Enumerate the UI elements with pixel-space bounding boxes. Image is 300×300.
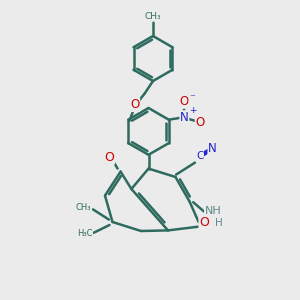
Text: O: O	[179, 95, 188, 108]
Text: CH₃: CH₃	[76, 202, 92, 211]
Text: H₃C: H₃C	[77, 230, 92, 238]
Text: C: C	[196, 151, 203, 161]
Text: N: N	[180, 111, 189, 124]
Text: ⁻: ⁻	[189, 94, 195, 104]
Text: H: H	[215, 218, 223, 228]
Text: O: O	[195, 116, 205, 129]
Text: N: N	[208, 142, 217, 155]
Text: O: O	[130, 98, 140, 112]
Text: O: O	[199, 216, 209, 229]
Text: NH: NH	[205, 206, 221, 217]
Text: +: +	[189, 106, 196, 115]
Text: CH₃: CH₃	[145, 12, 161, 21]
Text: O: O	[105, 151, 114, 164]
